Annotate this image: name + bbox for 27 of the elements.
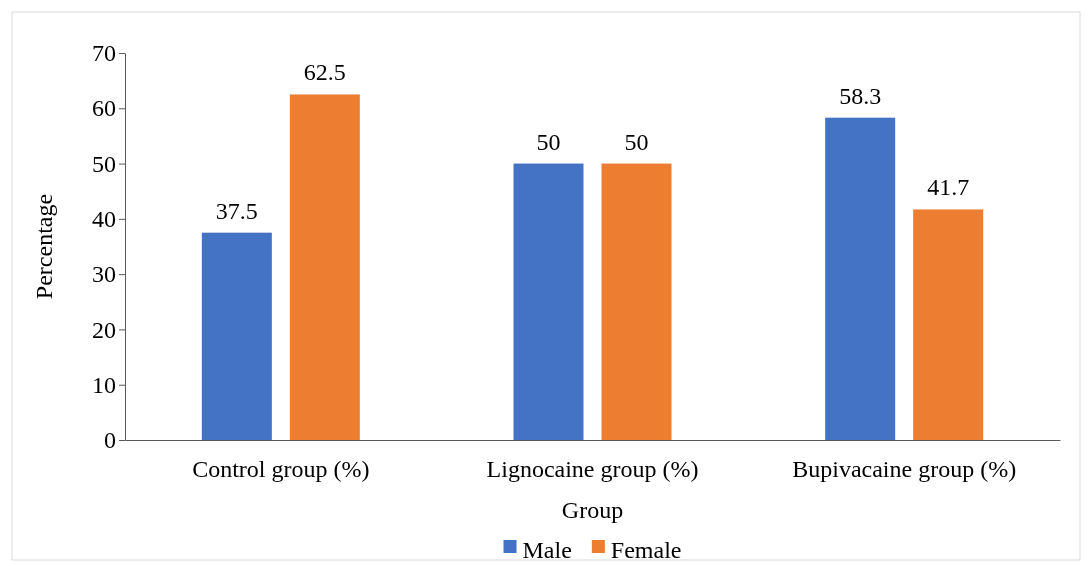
bar <box>513 163 584 440</box>
x-tick-label: Control group (%) <box>192 455 370 482</box>
y-tick-label: 0 <box>104 427 116 454</box>
data-label: 50 <box>624 128 649 155</box>
y-tick-label: 50 <box>92 150 116 177</box>
y-tick-label: 30 <box>92 261 116 288</box>
y-tick-label: 10 <box>92 371 116 398</box>
y-axis-title: Percentage <box>31 193 57 300</box>
x-tick-label: Lignocaine group (%) <box>486 455 699 482</box>
y-tick-label: 40 <box>92 206 116 233</box>
bar <box>289 94 360 440</box>
data-label: 37.5 <box>215 197 258 224</box>
bar <box>825 117 896 440</box>
x-tick-label: Bupivacaine group (%) <box>792 455 1017 482</box>
data-label: 58.3 <box>839 82 882 109</box>
bar <box>913 209 984 440</box>
bar <box>601 163 672 440</box>
legend-label: Male <box>522 536 572 563</box>
legend-label: Female <box>610 536 682 563</box>
x-axis-title: Group <box>561 497 624 523</box>
data-label: 62.5 <box>303 59 346 86</box>
bar <box>201 232 272 440</box>
data-label: 50 <box>536 128 561 155</box>
data-label: 41.7 <box>927 174 970 201</box>
y-tick-label: 70 <box>92 40 116 67</box>
y-tick-label: 60 <box>92 95 116 122</box>
y-tick-label: 20 <box>92 316 116 343</box>
